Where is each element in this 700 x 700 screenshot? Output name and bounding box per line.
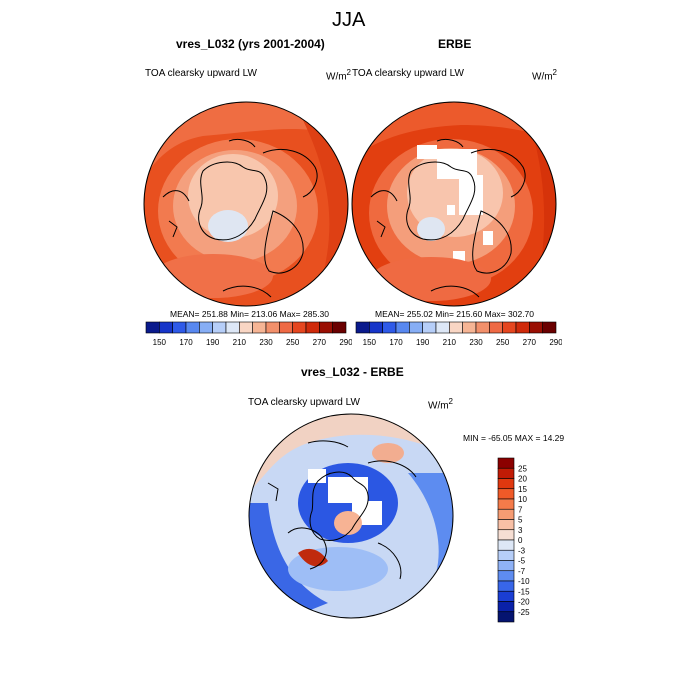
colorbar-left-swatch <box>145 321 160 334</box>
colorbar-difference-tick-label: 0 <box>518 536 523 545</box>
colorbar-difference-tick-label: -15 <box>518 587 530 596</box>
colorbar-left-tick-label: 210 <box>233 338 247 347</box>
colorbar-left-swatch <box>332 321 347 334</box>
map-difference-polar <box>248 413 454 619</box>
colorbar-difference-swatch <box>497 488 515 500</box>
figure-title: JJA <box>332 9 366 31</box>
colorbar-left-swatch <box>319 321 333 334</box>
colorbar-difference-swatch <box>497 590 515 602</box>
colorbar-right-swatch <box>529 321 543 334</box>
colorbar-difference-swatch <box>497 478 515 490</box>
colorbar-difference-swatch <box>497 508 515 520</box>
colorbar-difference-swatch <box>497 529 515 541</box>
colorbar-right-swatch <box>395 321 410 334</box>
colorbar-difference-swatch <box>497 539 515 551</box>
colorbar-right-swatch <box>369 321 383 334</box>
colorbar-difference-swatch <box>497 519 515 531</box>
colorbar-difference-swatch <box>497 467 515 479</box>
colorbar-difference-tick-label: -7 <box>518 567 526 576</box>
colorbar-difference-swatch <box>497 601 515 613</box>
colorbar-right-swatch <box>475 321 490 334</box>
colorbar-left-swatch <box>199 321 213 334</box>
colorbar-right-tick-label: 230 <box>469 338 483 347</box>
colorbar-right-swatch <box>462 321 477 334</box>
panel-right-variable-label: TOA clearsky upward LW <box>352 68 464 79</box>
colorbar-left-swatch <box>265 321 280 334</box>
colorbar-difference-swatch <box>497 560 515 572</box>
panel-left-units: W/m2 <box>326 68 351 83</box>
colorbar-left-tick-label: 270 <box>313 338 327 347</box>
panel-right-title: ERBE <box>438 37 472 51</box>
colorbar-left-tick-label: 290 <box>339 338 352 347</box>
colorbar-left-swatch <box>172 321 187 334</box>
diff-title: vres_L032 - ERBE <box>301 365 404 379</box>
colorbar-difference-tick-label: 5 <box>518 516 523 525</box>
colorbar-right-swatch <box>449 321 463 334</box>
colorbar-right-swatch <box>502 321 517 334</box>
colorbar-difference-tick-label: -5 <box>518 557 526 566</box>
colorbar-difference-tick-label: 10 <box>518 495 527 504</box>
colorbar-left-tick-label: 230 <box>259 338 273 347</box>
colorbar-difference-swatch <box>497 570 515 582</box>
panel-right-units: W/m2 <box>532 68 557 83</box>
colorbar-right-tick-label: 170 <box>389 338 403 347</box>
colorbar-right-swatch <box>515 321 530 334</box>
panel-left-variable-label: TOA clearsky upward LW <box>145 68 257 79</box>
panel-left-stats: MEAN= 251.88 Min= 213.06 Max= 285.30 <box>170 309 330 319</box>
diff-stats: MIN = -65.05 MAX = 14.29 <box>463 433 565 443</box>
map-erbe-polar <box>351 101 557 307</box>
colorbar-right: 150 170 190 210 230 250 270 290 <box>355 321 562 347</box>
colorbar-left-tick-label: 190 <box>206 338 220 347</box>
colorbar-left-swatch <box>279 321 293 334</box>
colorbar-left-swatch <box>225 321 240 334</box>
colorbar-right-tick-label: 250 <box>496 338 510 347</box>
colorbar-right-tick-label: 290 <box>549 338 562 347</box>
colorbar-right-tick-label: 270 <box>523 338 537 347</box>
colorbar-left-swatch <box>292 321 307 334</box>
colorbar-right-tick-label: 190 <box>416 338 430 347</box>
colorbar-difference-tick-label: 15 <box>518 485 527 494</box>
colorbar-difference-tick-label: -3 <box>518 546 526 555</box>
colorbar-difference-tick-label: -20 <box>518 598 530 607</box>
colorbar-difference-tick-label: 25 <box>518 464 527 473</box>
panel-left-title: vres_L032 (yrs 2001-2004) <box>176 37 325 51</box>
colorbar-right-swatch <box>542 321 557 334</box>
colorbar-left-swatch <box>305 321 320 334</box>
colorbar-difference-tick-label: 3 <box>518 526 523 535</box>
colorbar-left-swatch <box>252 321 267 334</box>
colorbar-difference-swatch <box>497 580 515 592</box>
colorbar-left-tick-label: 150 <box>153 338 167 347</box>
colorbar-difference-tick-label: 20 <box>518 475 527 484</box>
colorbar-right-swatch <box>409 321 423 334</box>
colorbar-left-swatch <box>185 321 200 334</box>
colorbar-left-swatch <box>212 321 227 334</box>
colorbar-right-tick-label: 210 <box>443 338 457 347</box>
colorbar-difference-tick-label: -10 <box>518 577 530 586</box>
colorbar-left-tick-label: 250 <box>286 338 300 347</box>
colorbar-right-swatch <box>355 321 370 334</box>
colorbar-left-swatch <box>159 321 173 334</box>
colorbar-difference-swatch <box>497 498 515 510</box>
colorbar-left: 150 170 190 210 230 250 270 290 <box>145 321 352 347</box>
colorbar-right-swatch <box>435 321 450 334</box>
colorbar-right-swatch <box>382 321 397 334</box>
diff-units: W/m2 <box>428 397 453 412</box>
colorbar-difference-tick-label: -25 <box>518 608 530 617</box>
colorbar-right-swatch <box>422 321 437 334</box>
colorbar-difference-swatch <box>497 457 515 469</box>
colorbar-left-tick-label: 170 <box>179 338 193 347</box>
colorbar-difference-swatch <box>497 549 515 561</box>
panel-right-stats: MEAN= 255.02 Min= 215.60 Max= 302.70 <box>375 309 535 319</box>
colorbar-right-swatch <box>489 321 503 334</box>
diff-variable-label: TOA clearsky upward LW <box>248 397 360 408</box>
colorbar-difference-tick-label: 7 <box>518 505 523 514</box>
colorbar-left-swatch <box>239 321 253 334</box>
colorbar-difference-swatch <box>497 611 515 623</box>
map-model-polar <box>143 101 349 307</box>
colorbar-right-tick-label: 150 <box>363 338 377 347</box>
